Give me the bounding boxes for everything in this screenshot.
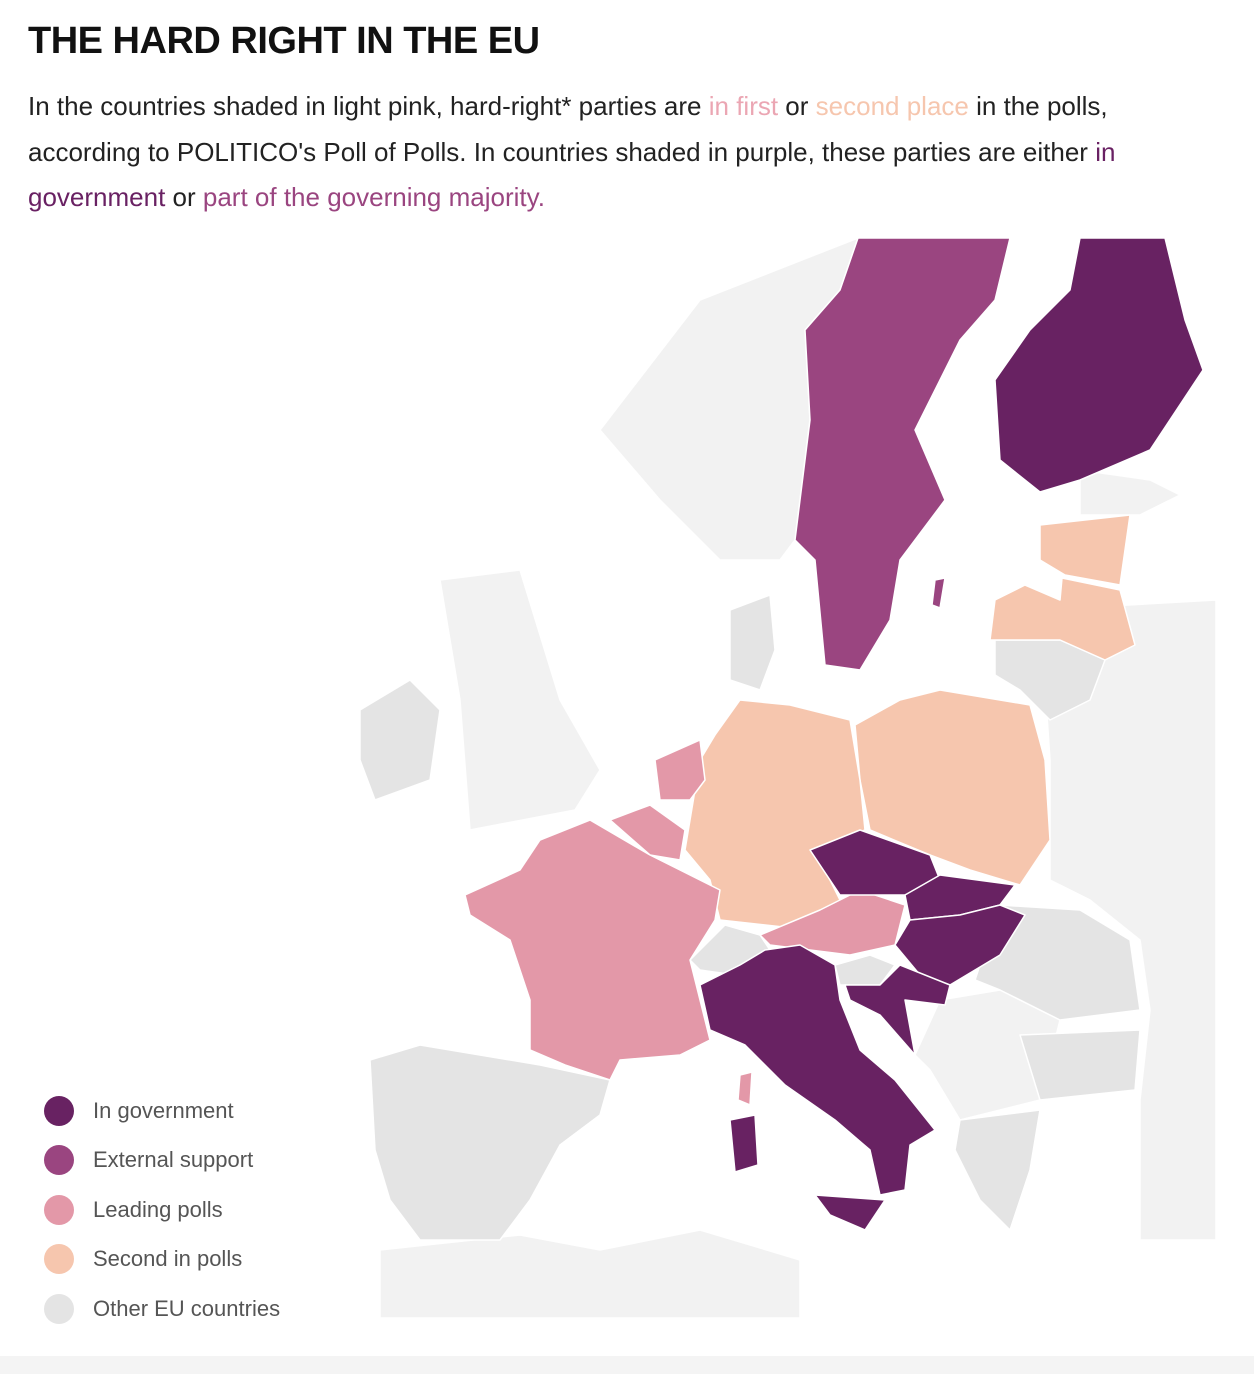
legend-label: In government <box>93 1097 234 1123</box>
legend-item: In government <box>44 1086 280 1136</box>
legend-marker <box>44 1095 74 1126</box>
country <box>974 904 1141 1021</box>
country <box>844 964 951 1056</box>
non-eu-land <box>379 1229 801 1318</box>
text: In the countries shaded in light pink, h… <box>28 91 709 121</box>
highlight-text: in first <box>708 91 779 121</box>
country <box>794 238 1011 671</box>
country <box>737 1071 753 1106</box>
legend-label: Second in polls <box>93 1246 243 1272</box>
country <box>854 689 1051 886</box>
country <box>654 739 706 801</box>
legend-item: External support <box>44 1136 280 1186</box>
country <box>814 1194 886 1231</box>
country <box>1019 1029 1141 1101</box>
country <box>360 679 441 801</box>
country <box>954 1109 1041 1231</box>
highlight-text: second place <box>815 91 969 121</box>
highlight-text: in government <box>28 136 1116 213</box>
non-eu-land <box>439 569 601 831</box>
country <box>894 904 1026 986</box>
footer-bar <box>0 1356 1254 1374</box>
legend-item: Leading polls <box>44 1185 280 1235</box>
title: THE HARD RIGHT IN THE EU <box>28 20 540 62</box>
country <box>994 238 1204 493</box>
country <box>729 594 776 691</box>
legend-marker <box>44 1244 74 1275</box>
country <box>609 804 686 861</box>
text: or <box>165 182 203 212</box>
country <box>699 944 936 1196</box>
country <box>729 1114 759 1173</box>
country <box>931 577 946 609</box>
text: or <box>778 91 816 121</box>
legend-label: Other EU countries <box>93 1295 281 1321</box>
legend-item: Second in polls <box>44 1235 280 1285</box>
country <box>989 577 1136 661</box>
legend-item: Other EU countries <box>44 1284 280 1334</box>
country <box>1039 514 1131 586</box>
legend-marker <box>44 1145 74 1176</box>
legend-marker <box>44 1194 74 1225</box>
map-shapes <box>360 238 1216 1318</box>
country <box>834 954 896 986</box>
legend-marker <box>44 1293 74 1324</box>
country <box>464 819 721 1081</box>
country <box>369 1044 611 1241</box>
legend-label: Leading polls <box>93 1196 223 1222</box>
text: in the polls, according to POLITICO's Po… <box>28 91 1108 167</box>
legend-label: External support <box>93 1147 254 1173</box>
legend: In government External support Leading pol… <box>44 1086 280 1334</box>
highlight-text: part of the governing majority. <box>202 182 545 212</box>
description: In the countries shaded in light pink, h… <box>28 84 1218 221</box>
non-eu-land <box>1079 469 1182 516</box>
